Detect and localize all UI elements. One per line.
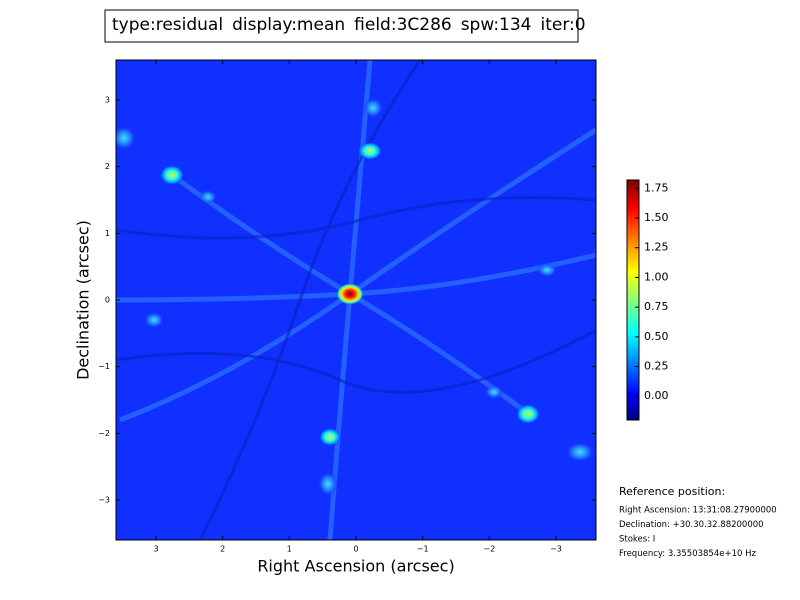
colorbar-tick-label: 0.50 — [644, 330, 669, 343]
colorbar-tick-label: 0.75 — [644, 300, 669, 313]
x-tick-label: 1 — [287, 545, 292, 554]
colorbar — [626, 179, 640, 421]
colorbar-tick-label: 1.00 — [644, 270, 669, 283]
title-part: spw:134 — [461, 15, 532, 35]
x-axis-label: Right Ascension (arcsec) — [257, 557, 454, 576]
y-axis-label: Declination (arcsec) — [74, 220, 93, 380]
y-tick-label: 1 — [105, 229, 110, 238]
y-tick-label: 2 — [105, 162, 110, 171]
x-tick-label: 2 — [220, 545, 225, 554]
colorbar-tick-label: 0.25 — [644, 360, 669, 373]
title: type:residual display:mean field:3C286 spw:… — [112, 15, 586, 35]
y-tick-label: −2 — [98, 429, 110, 438]
y-tick-label: −3 — [98, 496, 110, 505]
y-tick-label: 3 — [105, 96, 110, 105]
title-box — [104, 9, 579, 43]
x-tick-label: −1 — [417, 545, 429, 554]
colorbar-tick-label: 1.25 — [644, 241, 669, 254]
colorbar-tick-label: 0.00 — [644, 389, 669, 402]
title-part: field:3C286 — [354, 15, 452, 35]
y-tick-label: −1 — [98, 362, 110, 371]
title-part: display:mean — [232, 15, 345, 35]
reference-line: Right Ascension: 13:31:08.27900000 — [619, 506, 777, 516]
title-part: type:residual — [112, 15, 223, 35]
reference-info: Right Ascension: 13:31:08.27900000 Declin… — [619, 506, 777, 560]
reference-line: Declination: +30.30.32.88200000 — [619, 520, 764, 530]
reference-title: Reference position: — [619, 485, 725, 498]
x-tick-label: 3 — [153, 545, 158, 554]
x-tick-label: −2 — [483, 545, 495, 554]
residual-image — [116, 60, 596, 540]
y-tick-label: 0 — [105, 296, 110, 305]
x-tick-label: 0 — [353, 545, 358, 554]
reference-line: Frequency: 3.35503854e+10 Hz — [619, 549, 756, 559]
title-part: iter:0 — [541, 15, 586, 35]
reference-line: Stokes: I — [619, 535, 655, 545]
x-tick-label: −3 — [550, 545, 562, 554]
colorbar-tick-label: 1.75 — [644, 181, 669, 194]
colorbar-tick-label: 1.50 — [644, 211, 669, 224]
